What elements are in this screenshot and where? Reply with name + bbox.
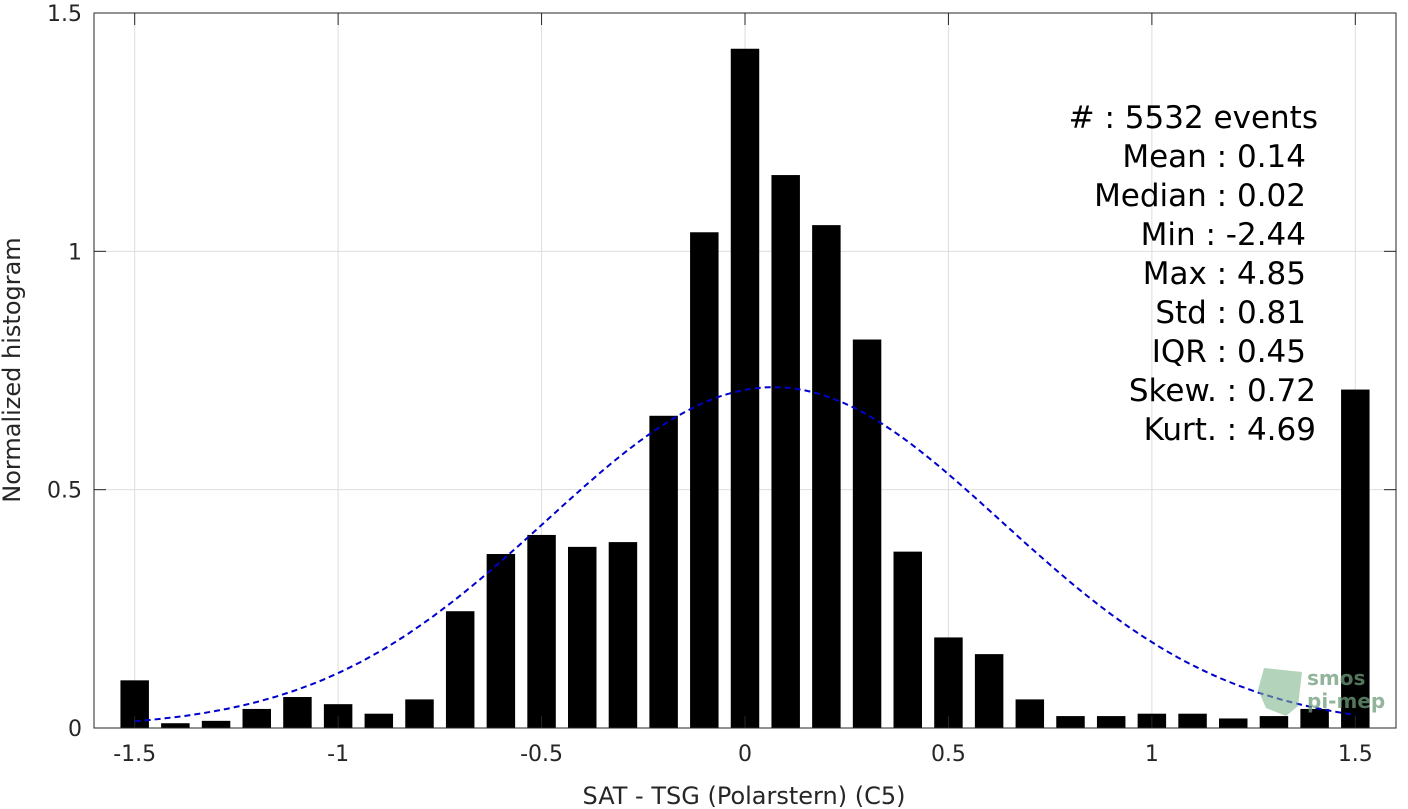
histogram-bar <box>771 175 800 729</box>
histogram-bar <box>568 546 597 728</box>
histogram-bar <box>1341 389 1370 728</box>
stat-line: Median : 0.02 <box>1094 178 1306 214</box>
histogram-bars <box>120 48 1370 729</box>
watermark-line2: pi-mep <box>1307 689 1385 713</box>
gaussian-fit-curve <box>134 386 1356 723</box>
histogram-bar <box>201 720 231 728</box>
histogram-bar <box>690 232 719 728</box>
histogram-bar <box>893 551 922 728</box>
histogram-bar <box>405 699 434 728</box>
x-tick-label: -1 <box>327 742 349 767</box>
histogram-bar <box>934 637 963 728</box>
smos-pi-mep-watermark: smos pi-mep <box>1258 666 1385 716</box>
stat-line: Min : -2.44 <box>1141 217 1306 253</box>
stat-line: Std : 0.81 <box>1155 295 1306 331</box>
histogram-bar <box>283 697 312 728</box>
x-tick-label: 1.5 <box>1338 742 1373 767</box>
x-tick-label: 0.5 <box>931 742 966 767</box>
histogram-bar <box>161 723 190 728</box>
histogram-bar <box>1178 713 1207 728</box>
y-tick-label: 0.5 <box>47 479 82 504</box>
histogram-bar <box>364 713 394 728</box>
histogram-bar <box>730 48 760 728</box>
x-tick-label: -1.5 <box>113 742 156 767</box>
histogram-bar <box>974 654 1004 728</box>
y-tick-label: 0 <box>68 717 82 742</box>
stat-line: # : 5532 events <box>1069 100 1318 136</box>
histogram-bar <box>812 225 841 728</box>
histogram-bar <box>1219 718 1248 728</box>
histogram-bar <box>1015 699 1045 728</box>
stat-line: Mean : 0.14 <box>1122 139 1306 175</box>
watermark-logo-icon <box>1258 668 1302 716</box>
x-axis-label: SAT - TSG (Polarstern) (C5) <box>583 782 906 809</box>
histogram-bar <box>852 339 882 728</box>
stat-line: Max : 4.85 <box>1143 256 1306 292</box>
histogram-bar <box>1056 716 1085 728</box>
stat-line: Kurt. : 4.69 <box>1144 412 1316 448</box>
histogram-bar <box>649 415 678 728</box>
x-tick-label: 0 <box>738 742 752 767</box>
stat-line: Skew. : 0.72 <box>1129 373 1316 409</box>
histogram-bar <box>242 708 271 728</box>
histogram-bar <box>608 542 638 728</box>
y-tick-label: 1 <box>68 240 82 265</box>
histogram-bar <box>527 534 556 728</box>
watermark-line1: smos <box>1307 666 1365 690</box>
stat-line: IQR : 0.45 <box>1152 334 1306 370</box>
axis-ticks: -1.5 -1 -0.5 0 0.5 1 1.5 0 0.5 1 1.5 <box>47 2 1396 767</box>
histogram-bar <box>1259 716 1289 728</box>
histogram-bar <box>1096 716 1126 728</box>
x-tick-label: -0.5 <box>520 742 563 767</box>
histogram-bar <box>486 554 516 728</box>
y-axis-label: Normalized histogram <box>0 237 26 502</box>
histogram-bar <box>445 611 475 728</box>
y-tick-label: 1.5 <box>47 2 82 27</box>
histogram-bar <box>1300 708 1329 728</box>
x-tick-label: 1 <box>1145 742 1159 767</box>
